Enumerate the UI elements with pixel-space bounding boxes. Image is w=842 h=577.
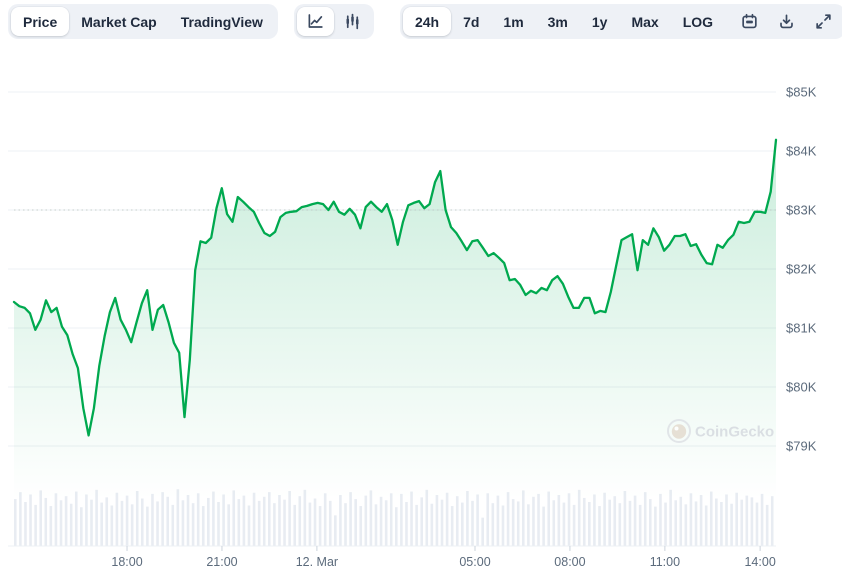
svg-text:08:00: 08:00 <box>554 555 585 569</box>
tab-market-cap[interactable]: Market Cap <box>69 7 168 36</box>
tab-tradingview[interactable]: TradingView <box>169 7 275 36</box>
svg-text:18:00: 18:00 <box>111 555 142 569</box>
svg-text:14:00: 14:00 <box>744 555 775 569</box>
tab-price[interactable]: Price <box>11 7 70 36</box>
svg-text:$85K: $85K <box>786 85 817 100</box>
metric-tab-group: Price Market Cap TradingView <box>8 4 278 39</box>
download-icon <box>780 14 793 29</box>
download-button[interactable] <box>768 7 805 36</box>
candlestick-chart-type-button[interactable] <box>334 7 371 36</box>
range-1m[interactable]: 1m <box>491 7 535 36</box>
price-area-fill <box>14 139 776 546</box>
range-7d[interactable]: 7d <box>451 7 491 36</box>
svg-text:$80K: $80K <box>786 380 817 395</box>
price-line <box>12 138 778 437</box>
axis-labels: $85K $84K $83K $82K $81K $80K $79K 18:00 21:00 12… <box>8 85 817 569</box>
line-chart-icon <box>308 14 323 28</box>
range-24h[interactable]: 24h <box>402 7 452 36</box>
svg-text:21:00: 21:00 <box>206 555 237 569</box>
svg-text:05:00: 05:00 <box>459 555 490 569</box>
range-3m[interactable]: 3m <box>536 7 580 36</box>
range-log[interactable]: LOG <box>671 7 725 36</box>
svg-text:$82K: $82K <box>786 262 817 277</box>
svg-text:$83K: $83K <box>786 203 817 218</box>
svg-text:11:00: 11:00 <box>650 555 680 569</box>
range-max[interactable]: Max <box>619 7 670 36</box>
line-chart-type-button[interactable] <box>296 7 334 36</box>
chart-toolbar: Price Market Cap TradingView 24h 7d 1m 3… <box>8 4 842 39</box>
chart-type-group <box>293 4 374 39</box>
svg-text:$79K: $79K <box>786 439 817 454</box>
fullscreen-button[interactable] <box>805 7 842 36</box>
svg-text:$81K: $81K <box>786 321 817 336</box>
calendar-button[interactable] <box>731 7 768 36</box>
candlestick-chart-icon <box>346 13 359 30</box>
coingecko-logo-icon <box>667 419 691 443</box>
fullscreen-expand-icon <box>816 14 831 29</box>
range-group: 24h 7d 1m 3m 1y Max LOG <box>399 4 842 39</box>
coingecko-watermark: CoinGecko <box>667 419 774 443</box>
svg-text:$84K: $84K <box>786 144 817 159</box>
svg-text:12. Mar: 12. Mar <box>296 555 338 569</box>
watermark-label: CoinGecko <box>695 424 774 441</box>
range-1y[interactable]: 1y <box>580 7 620 36</box>
calendar-icon <box>742 13 757 29</box>
